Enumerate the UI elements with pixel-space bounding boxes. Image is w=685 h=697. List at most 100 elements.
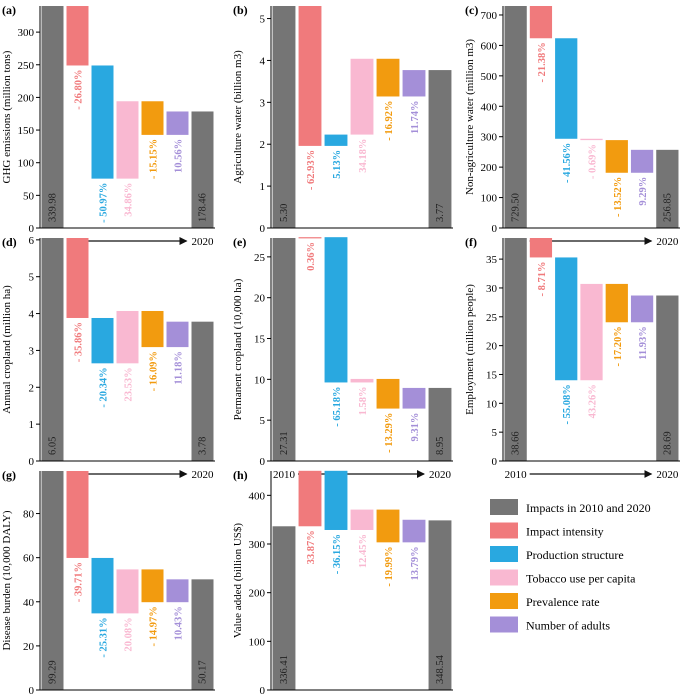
step-bar-prevalence-rate bbox=[605, 283, 628, 323]
step-percent-label: 20.08% bbox=[124, 617, 135, 651]
bar-value-label: 339.98 bbox=[48, 193, 59, 222]
y-tick-label: 60 bbox=[23, 553, 35, 565]
panel-letter: (e) bbox=[233, 235, 246, 249]
step-percent-label: 11.18% bbox=[174, 351, 185, 385]
step-bar-production-structure bbox=[555, 38, 578, 139]
start-bar bbox=[41, 6, 64, 228]
step-percent-label: - 39.71% bbox=[74, 562, 85, 602]
step-bar-prevalence-rate bbox=[376, 509, 400, 543]
bar-value-label: 50.17 bbox=[198, 660, 209, 684]
panel-letter: (b) bbox=[233, 3, 248, 17]
step-bar-production-structure bbox=[91, 317, 114, 364]
end-bar bbox=[191, 579, 214, 690]
start-bar bbox=[272, 238, 296, 461]
x-year-end: 2020 bbox=[656, 469, 679, 481]
y-tick-label: 20 bbox=[23, 641, 35, 653]
step-bar-tobacco-use-per-capita bbox=[350, 58, 374, 135]
step-bar-tobacco-use-per-capita bbox=[350, 509, 374, 530]
step-bar-tobacco-use-per-capita bbox=[116, 310, 139, 364]
y-axis-label: Value added (billion US$) bbox=[232, 523, 244, 639]
step-bar-prevalence-rate bbox=[141, 101, 164, 135]
legend-entry: Prevalence rate bbox=[526, 595, 600, 609]
panel-letter: (a) bbox=[2, 3, 16, 17]
step-percent-label: 34.86% bbox=[124, 183, 135, 217]
y-tick-label: 200 bbox=[18, 92, 35, 104]
y-tick-label: 0 bbox=[29, 223, 35, 235]
step-percent-label: 11.74% bbox=[410, 100, 421, 134]
y-tick-label: 150 bbox=[18, 125, 35, 137]
x-year-end: 2020 bbox=[192, 236, 215, 248]
start-bar bbox=[41, 471, 64, 690]
step-percent-label: - 13.29% bbox=[384, 413, 395, 453]
start-bar bbox=[272, 6, 296, 228]
y-tick-label: 0 bbox=[260, 456, 266, 468]
step-percent-label: 10.43% bbox=[174, 606, 185, 640]
step-percent-label: - 65.18% bbox=[332, 386, 343, 426]
y-tick-label: 100 bbox=[18, 158, 35, 170]
x-year-start: 2010 bbox=[273, 469, 296, 481]
y-tick-label: 20 bbox=[486, 341, 498, 353]
legend-entry: Tobacco use per capita bbox=[526, 572, 636, 586]
y-tick-label: 500 bbox=[481, 71, 498, 83]
step-bar-number-of-adults bbox=[402, 387, 426, 409]
bar-value-label: 38.66 bbox=[511, 431, 522, 455]
x-year-end: 2020 bbox=[656, 236, 679, 248]
legend-swatch bbox=[490, 522, 518, 539]
y-tick-label: 0 bbox=[492, 223, 498, 235]
step-percent-label: - 16.92% bbox=[384, 100, 395, 140]
y-tick-label: 15 bbox=[254, 334, 266, 346]
legend: Impacts in 2010 and 2020 Impact intensity… bbox=[490, 499, 651, 633]
start-bar bbox=[272, 526, 296, 690]
step-percent-label: 12.45% bbox=[358, 534, 369, 568]
bar-value-label: 5.30 bbox=[279, 204, 290, 222]
end-bar bbox=[656, 149, 679, 228]
y-tick-label: 30 bbox=[486, 283, 498, 295]
legend-entry: Production structure bbox=[526, 548, 624, 562]
y-tick-label: 5 bbox=[260, 415, 266, 427]
end-bar bbox=[428, 70, 452, 228]
y-tick-label: 10 bbox=[486, 398, 498, 410]
bar-value-label: 336.41 bbox=[279, 655, 290, 684]
y-tick-label: 35 bbox=[486, 254, 498, 266]
panel-letter: (f) bbox=[465, 235, 477, 249]
step-percent-label: - 35.86% bbox=[74, 322, 85, 362]
x-year-end: 2020 bbox=[192, 469, 215, 481]
bar-value-label: 8.95 bbox=[435, 437, 446, 455]
step-percent-label: - 16.09% bbox=[149, 351, 160, 391]
panel-letter: (c) bbox=[465, 3, 478, 17]
y-tick-label: 200 bbox=[249, 588, 266, 600]
step-bar-tobacco-use-per-capita bbox=[580, 138, 603, 141]
step-percent-label: 5.13% bbox=[332, 150, 343, 179]
panel-letter: (d) bbox=[2, 235, 17, 249]
panel-letter: (g) bbox=[2, 468, 16, 482]
y-tick-label: 3 bbox=[29, 345, 35, 357]
legend-entry: Number of adults bbox=[526, 619, 610, 633]
bar-value-label: 3.78 bbox=[198, 437, 209, 455]
step-bar-prevalence-rate bbox=[141, 569, 164, 603]
step-percent-label: - 41.56% bbox=[562, 143, 573, 183]
y-tick-label: 250 bbox=[18, 60, 35, 72]
step-bar-tobacco-use-per-capita bbox=[580, 283, 603, 381]
step-percent-label: 10.56% bbox=[174, 139, 185, 173]
step-percent-label: - 50.97% bbox=[99, 183, 110, 223]
end-bar bbox=[428, 387, 452, 461]
bar-value-label: 99.29 bbox=[48, 660, 59, 684]
bar-value-label: 27.31 bbox=[279, 431, 290, 455]
step-bar-prevalence-rate bbox=[141, 310, 164, 348]
bar-value-label: 3.77 bbox=[435, 204, 446, 222]
y-tick-label: 3 bbox=[260, 97, 266, 109]
step-bar-prevalence-rate bbox=[605, 140, 628, 173]
y-tick-label: 6 bbox=[29, 235, 35, 247]
panel-f: (f) Employment (million people) 38.66 28.69… bbox=[464, 235, 680, 481]
step-bar-production-structure bbox=[324, 470, 348, 530]
y-tick-label: 0 bbox=[260, 685, 266, 697]
y-tick-label: 700 bbox=[481, 10, 498, 22]
y-axis-label: GHG emissions (million tons) bbox=[1, 50, 13, 183]
step-percent-label: 34.18% bbox=[358, 139, 369, 173]
bar-value-label: 348.54 bbox=[435, 654, 446, 684]
y-tick-label: 4 bbox=[29, 309, 35, 321]
y-tick-label: 100 bbox=[249, 636, 266, 648]
y-tick-label: 4 bbox=[260, 55, 266, 67]
x-year-start: 2010 bbox=[505, 469, 528, 481]
panel-c: (c) Non-agriculture water (million m3) 729… bbox=[464, 3, 680, 248]
